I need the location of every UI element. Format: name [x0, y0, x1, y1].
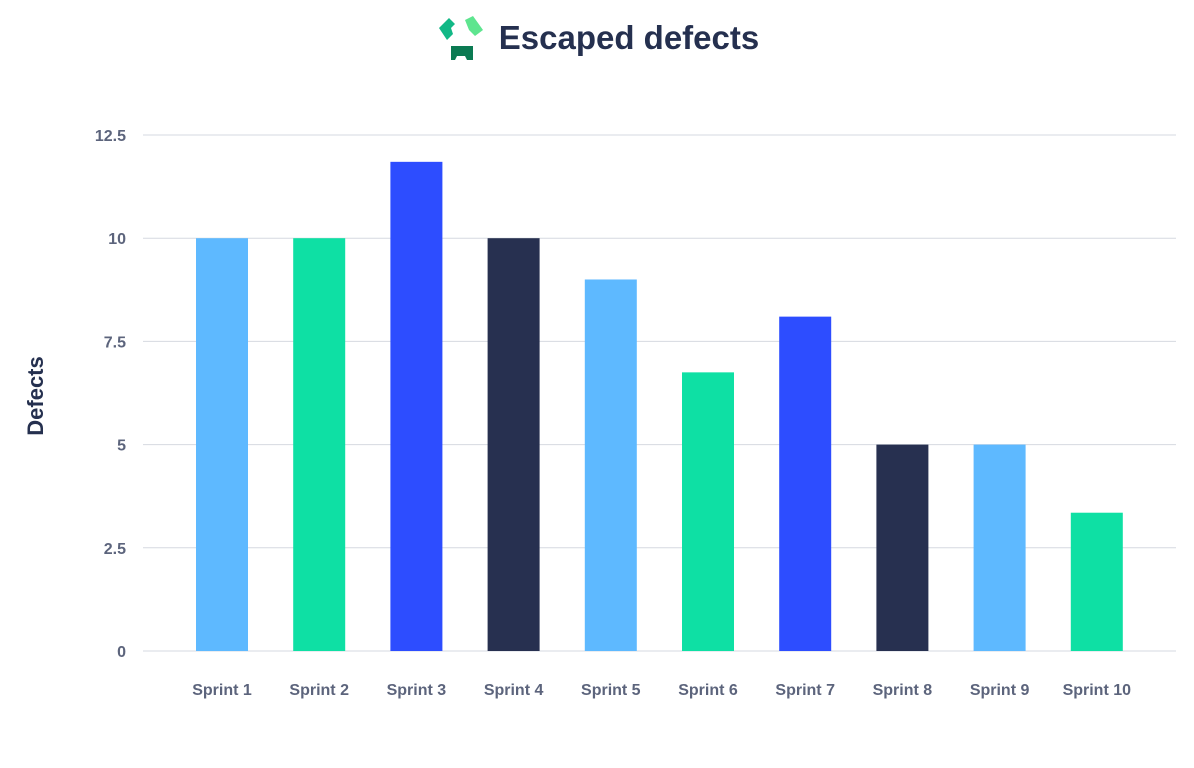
bar — [1070, 512, 1123, 651]
bar — [487, 238, 540, 651]
y-tick-label: 2.5 — [104, 541, 126, 558]
y-tick-label: 7.5 — [104, 334, 126, 351]
chart-header: Escaped defects — [0, 14, 1194, 62]
y-tick-label: 0 — [117, 644, 126, 661]
bar — [779, 316, 832, 651]
y-tick-label: 10 — [108, 231, 126, 248]
y-tick-label: 12.5 — [95, 128, 126, 145]
x-tick-label: Sprint 10 — [1063, 682, 1132, 699]
x-tick-label: Sprint 1 — [192, 682, 252, 699]
bar — [584, 279, 637, 651]
x-tick-label: Sprint 2 — [289, 682, 349, 699]
x-tick-label: Sprint 5 — [581, 682, 641, 699]
logo-icon — [438, 16, 483, 60]
x-tick-label: Sprint 6 — [678, 682, 738, 699]
bar — [390, 161, 443, 651]
bar — [973, 444, 1026, 651]
x-tick-label: Sprint 3 — [387, 682, 447, 699]
y-tick-label: 5 — [117, 438, 126, 455]
bar — [293, 238, 346, 651]
bar — [876, 444, 929, 651]
x-tick-label: Sprint 8 — [873, 682, 933, 699]
x-tick-label: Sprint 4 — [484, 682, 544, 699]
x-tick-label: Sprint 7 — [775, 682, 835, 699]
bar — [682, 372, 734, 651]
x-tick-label: Sprint 9 — [970, 682, 1030, 699]
bar — [196, 238, 248, 651]
chart-title: Escaped defects — [498, 19, 760, 56]
